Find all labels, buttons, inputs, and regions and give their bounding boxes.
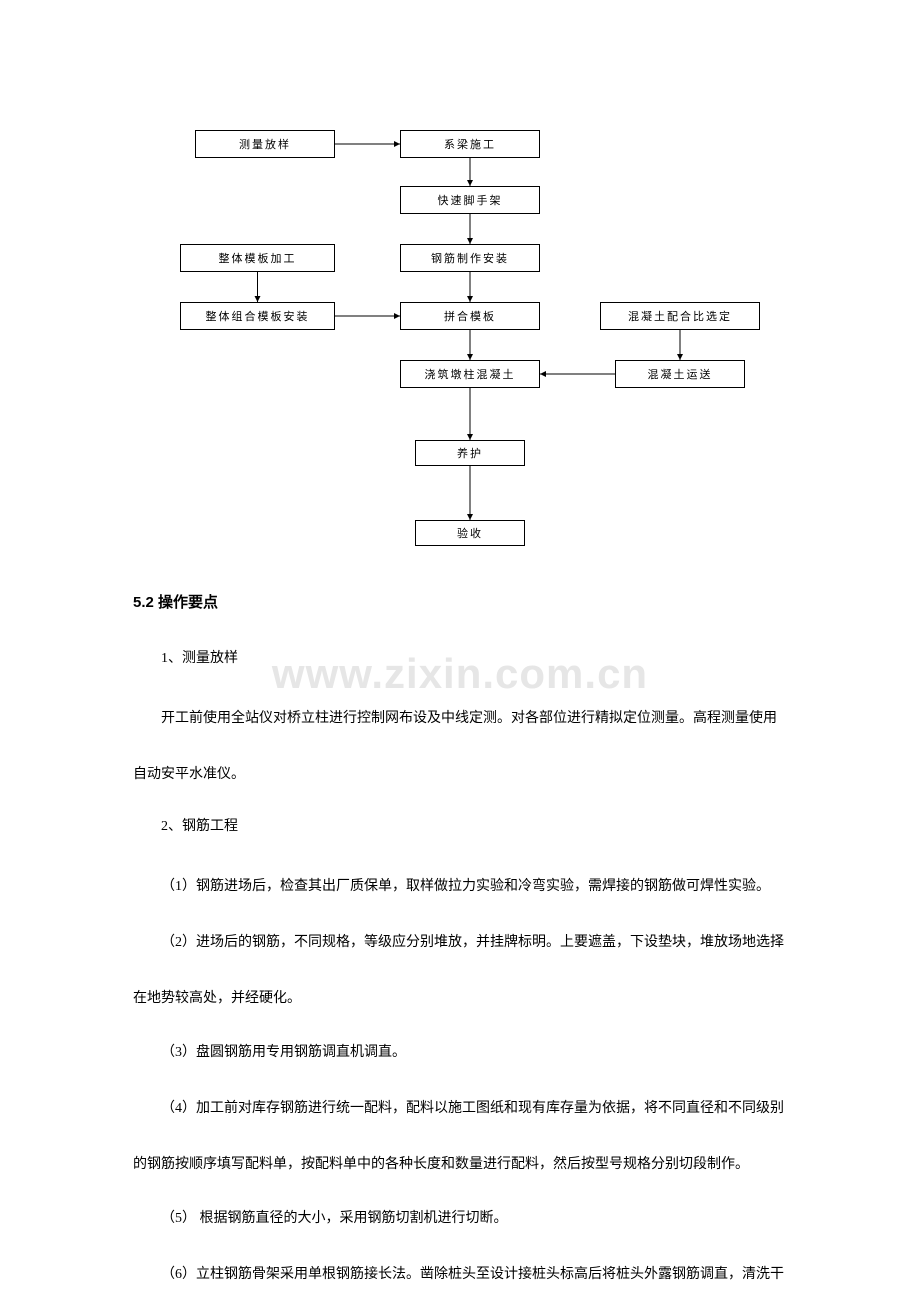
item-5: （5） 根据钢筋直径的大小，采用钢筋切割机进行切断。	[161, 1212, 508, 1226]
flow-node-n4: 整体模板加工	[180, 244, 335, 272]
para-1-line-2: 自动安平水准仪。	[133, 768, 245, 782]
item-1: （1）钢筋进场后，检查其出厂质保单，取样做拉力实验和冷弯实验，需焊接的钢筋做可焊…	[161, 880, 770, 894]
item-4-line-2: 的钢筋按顺序填写配料单，按配料单中的各种长度和数量进行配料，然后按型号规格分别切…	[133, 1158, 749, 1172]
item-2-line-1: （2）进场后的钢筋，不同规格，等级应分别堆放，并挂牌标明。上要遮盖，下设垫块，堆…	[161, 936, 784, 950]
flow-node-n9: 浇筑墩柱混凝土	[400, 360, 540, 388]
document-page: www.zixin.com.cn 测量放样 系梁施工快速脚手架整体模板加工 钢筋制作…	[0, 0, 920, 1302]
subsection-1-num: 1、	[161, 651, 182, 666]
flow-node-n10: 混凝土运送	[615, 360, 745, 388]
subsection-2-title: 钢筋工程	[182, 819, 238, 834]
flow-node-n6: 整体组合模板安装	[180, 302, 335, 330]
subsection-1-title: 测量放样	[182, 651, 238, 666]
flow-node-n2: 系梁施工	[400, 130, 540, 158]
item-4-line-1: （4）加工前对库存钢筋进行统一配料，配料以施工图纸和现有库存量为依据，将不同直径…	[161, 1102, 784, 1116]
section-heading: 5.2 操作要点	[133, 595, 218, 610]
subsection-2-num: 2、	[161, 819, 182, 834]
flowchart-container: 测量放样系梁施工快速脚手架整体模板加工钢筋制作安装整体组合模板安装拼合模板混凝土…	[0, 0, 920, 570]
para-1-line-1: 开工前使用全站仪对桥立柱进行控制网布设及中线定测。对各部位进行精拟定位测量。高程…	[161, 712, 805, 726]
flow-node-n12: 验收	[415, 520, 525, 546]
subsection-1: 1、测量放样	[161, 652, 238, 666]
flow-node-n5: 钢筋制作安装	[400, 244, 540, 272]
flow-node-n1: 测量放样	[195, 130, 335, 158]
flow-node-n7: 拼合模板	[400, 302, 540, 330]
item-6: （6）立柱钢筋骨架采用单根钢筋接长法。凿除桩头至设计接桩头标高后将桩头外露钢筋调…	[161, 1268, 784, 1282]
flow-node-n3: 快速脚手架	[400, 186, 540, 214]
flow-node-n11: 养护	[415, 440, 525, 466]
flowchart-arrows	[0, 0, 920, 570]
flow-node-n8: 混凝土配合比选定	[600, 302, 760, 330]
item-2-line-2: 在地势较高处，并经硬化。	[133, 992, 301, 1006]
subsection-2: 2、钢筋工程	[161, 820, 238, 834]
watermark-text: www.zixin.com.cn	[272, 650, 648, 698]
item-3: （3）盘圆钢筋用专用钢筋调直机调直。	[161, 1046, 406, 1060]
